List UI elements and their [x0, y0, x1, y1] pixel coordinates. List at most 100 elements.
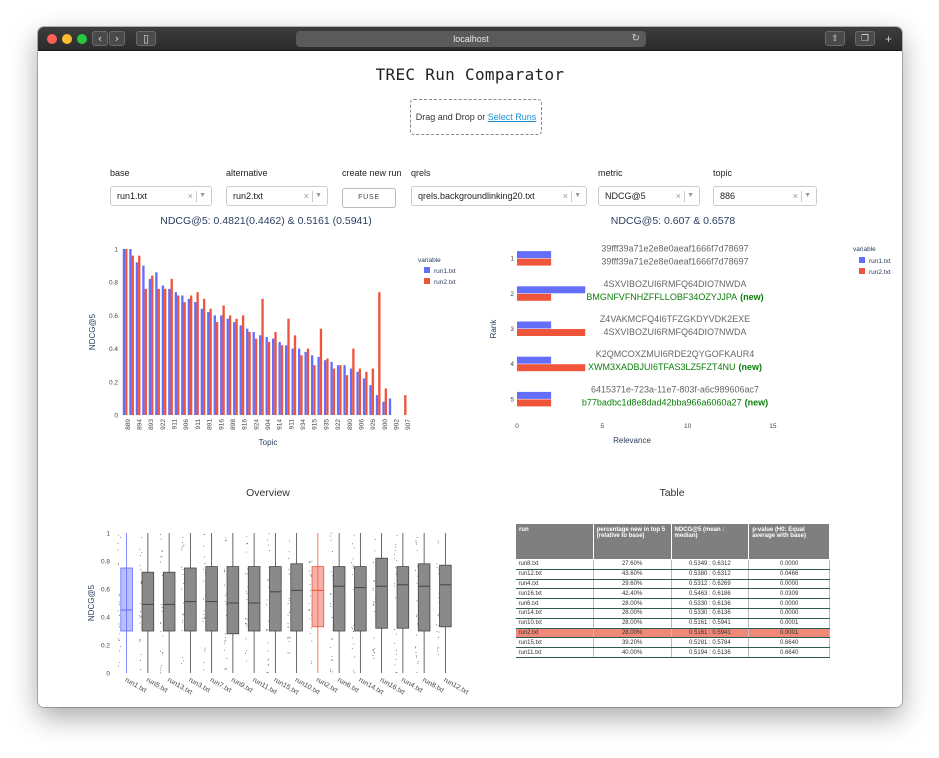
jitter-point [245, 650, 247, 652]
document-id-label: 39fff39a71e2e8e0aeaf1666f7d78697 [601, 257, 748, 267]
jitter-point [267, 578, 269, 580]
jitter-point [395, 653, 397, 655]
jitter-point [140, 581, 142, 583]
x-tick-label: run1.txt [124, 677, 148, 695]
alternative-select[interactable]: run2.txt × ▼ [226, 186, 328, 206]
jitter-point [182, 545, 184, 547]
box-run13.txt [162, 571, 176, 632]
bar-run2.txt [196, 292, 199, 415]
upload-dropzone[interactable]: Drag and Drop or Select Runs [410, 99, 542, 135]
header-p-value[interactable]: p-value (H0: Equal average with base) [748, 523, 830, 560]
forward-button[interactable]: › [109, 31, 125, 46]
metric-select[interactable]: NDCG@5 × ▼ [598, 186, 700, 206]
jitter-point [330, 539, 332, 541]
reload-icon[interactable]: ↻ [631, 33, 640, 44]
zoom-window-button[interactable] [77, 34, 87, 44]
jitter-point [267, 544, 269, 546]
jitter-point [417, 565, 419, 567]
share-button[interactable]: ⇧ [825, 31, 845, 46]
minimize-window-button[interactable] [62, 34, 72, 44]
table-cell: 28.00% [593, 618, 672, 629]
jitter-point [438, 631, 440, 633]
bar-run1.txt [265, 336, 268, 415]
chevron-down-icon[interactable]: ▼ [804, 192, 811, 199]
jitter-point [310, 589, 312, 591]
jitter-point [245, 625, 247, 627]
back-button[interactable]: ‹ [92, 31, 108, 46]
table-cell: 43.60% [593, 569, 672, 580]
chevron-down-icon[interactable]: ▼ [315, 192, 322, 199]
clear-icon[interactable]: × [675, 191, 681, 201]
jitter-point [140, 654, 142, 655]
clear-icon[interactable]: × [187, 191, 193, 201]
jitter-point [181, 622, 183, 624]
bar-run2.txt [261, 298, 264, 415]
jitter-point [329, 535, 331, 537]
bar-run2.txt [378, 292, 381, 415]
qrels-select[interactable]: qrels.backgroundlinking20.txt × ▼ [411, 186, 587, 206]
bar-run2.txt [177, 295, 180, 415]
y-axis-label: Rank [489, 319, 498, 339]
bar-run1.txt [220, 315, 223, 415]
jitter-point [288, 597, 290, 599]
jitter-point [223, 571, 225, 573]
header-run[interactable]: run [515, 523, 594, 560]
table-cell: 0.5330 : 0.6136 [671, 598, 750, 609]
table-cell: run8.txt [515, 559, 594, 570]
jitter-point [437, 624, 439, 626]
header-ndcg[interactable]: NDCG@5 (mean : median) [670, 523, 750, 560]
jitter-point [204, 650, 206, 652]
jitter-point [372, 562, 374, 564]
bar-run2.txt [517, 329, 586, 336]
x-tick-label: run7.txt [209, 677, 233, 695]
new-tab-button[interactable]: + [885, 32, 892, 46]
close-window-button[interactable] [47, 34, 57, 44]
chevron-down-icon[interactable]: ▼ [199, 192, 206, 199]
bar-run1.txt [330, 361, 333, 415]
jitter-point [416, 600, 418, 602]
chevron-down-icon[interactable]: ▼ [687, 192, 694, 199]
jitter-point [140, 569, 142, 571]
clear-icon[interactable]: × [303, 191, 309, 201]
jitter-point [309, 595, 311, 597]
jitter-point [160, 556, 162, 558]
tabs-button[interactable]: ❐ [855, 31, 875, 46]
jitter-point [373, 580, 375, 582]
bar-run2.txt [164, 288, 167, 415]
bar-run1.txt [304, 351, 307, 415]
jitter-point [117, 638, 119, 640]
jitter-point [289, 573, 291, 575]
header-percentage-new[interactable]: percentage new in top 5 (relative to bas… [592, 523, 672, 560]
topic-select[interactable]: 886 × ▼ [713, 186, 817, 206]
y-tick-label: 0.6 [101, 587, 110, 594]
jitter-point [438, 601, 440, 603]
clear-icon[interactable]: × [792, 191, 798, 201]
jitter-point [226, 668, 228, 670]
jitter-point [310, 627, 312, 629]
fuse-button[interactable]: FUSE [342, 188, 396, 208]
tabs-icon: ❐ [860, 33, 870, 43]
bar-run1.txt [194, 302, 197, 415]
jitter-point [374, 550, 376, 552]
jitter-point [330, 670, 332, 672]
bar-run2.txt [138, 255, 141, 415]
sidebar-toggle-button[interactable]: ▯ [136, 31, 156, 46]
jitter-point [244, 623, 246, 625]
base-select[interactable]: run1.txt × ▼ [110, 186, 212, 206]
jitter-point [245, 590, 247, 592]
x-tick-label: 911 [172, 419, 179, 430]
jitter-point [287, 623, 289, 625]
table-cell: run14.txt [515, 608, 594, 619]
jitter-point [203, 661, 205, 663]
address-bar[interactable]: localhost ↻ [296, 31, 646, 47]
jitter-point [139, 548, 141, 550]
table-cell: 42.40% [593, 588, 672, 600]
jitter-point [351, 562, 353, 564]
bar-run1.txt [259, 335, 262, 415]
jitter-point [267, 663, 269, 665]
jitter-point [415, 647, 417, 649]
clear-icon[interactable]: × [562, 191, 568, 201]
select-runs-link[interactable]: Select Runs [487, 112, 537, 122]
jitter-point [267, 650, 269, 652]
chevron-down-icon[interactable]: ▼ [574, 192, 581, 199]
